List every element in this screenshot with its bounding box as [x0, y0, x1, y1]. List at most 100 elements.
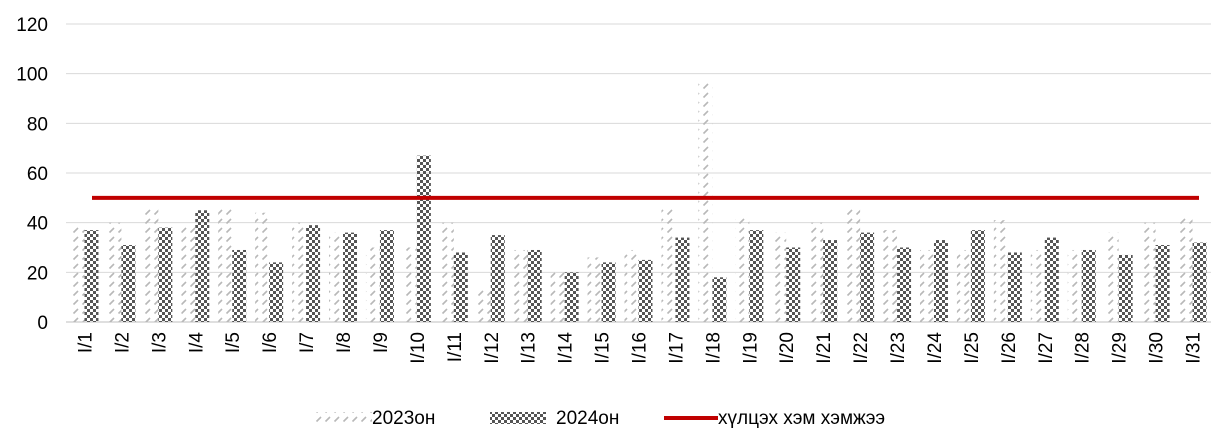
bar-2023: [919, 249, 934, 322]
bar-2024: [933, 240, 948, 322]
x-tick-label: I/18: [703, 332, 724, 364]
bar-2023: [402, 247, 417, 322]
y-tick-label: 0: [37, 313, 48, 334]
x-tick-label: I/23: [888, 332, 909, 364]
x-tick-label: I/15: [593, 332, 614, 364]
bar-2023: [476, 289, 491, 322]
y-tick-label: 120: [16, 15, 48, 36]
legend-label-2023: 2023он: [372, 408, 435, 429]
bar-2024: [379, 230, 394, 322]
x-tick-label: I/17: [666, 332, 687, 364]
bar-2023: [255, 212, 270, 322]
bar-2024: [564, 272, 579, 322]
bar-2023: [883, 230, 898, 322]
bar-2024: [749, 230, 764, 322]
bar-2023: [1067, 249, 1082, 322]
bar-2024: [195, 210, 210, 322]
bar-2024: [1192, 242, 1207, 322]
bar-2023: [218, 207, 233, 322]
legend-label-2024: 2024он: [556, 408, 619, 429]
bar-2024: [158, 227, 173, 322]
bar-2023: [1178, 217, 1193, 322]
bar-2023: [956, 249, 971, 322]
bar-2023: [365, 247, 380, 322]
bar-2023: [550, 272, 565, 322]
bar-2024: [527, 249, 542, 322]
x-tick-label: I/16: [630, 332, 651, 364]
x-tick-label: I/24: [925, 332, 946, 364]
x-tick-label: I/2: [112, 332, 133, 353]
x-tick-label: I/7: [297, 332, 318, 353]
bar-2024: [121, 245, 136, 322]
bar-2023: [698, 81, 713, 322]
x-axis-ticks: I/1 I/2 I/3 I/4 I/5 I/6 I/7 I/8 I/9 I/10 I/11 I/12 I…: [75, 332, 1204, 364]
bar-2024: [343, 232, 358, 322]
x-tick-label: I/8: [334, 332, 355, 353]
y-tick-label: 20: [27, 263, 48, 284]
x-tick-label: I/26: [999, 332, 1020, 364]
y-tick-label: 60: [27, 164, 48, 185]
x-tick-label: I/5: [223, 332, 244, 353]
x-tick-label: I/11: [445, 332, 466, 362]
bar-2023: [107, 222, 122, 322]
x-tick-label: I/19: [740, 332, 761, 364]
x-tick-label: I/31: [1184, 332, 1205, 364]
y-tick-label: 100: [16, 65, 48, 86]
bar-2023: [513, 249, 528, 322]
x-tick-label: I/13: [519, 332, 540, 364]
x-tick-label: I/3: [149, 332, 170, 353]
bar-2023: [329, 232, 344, 322]
legend-swatch-2023: [316, 412, 372, 424]
bar-2023: [735, 217, 750, 322]
bar-2023: [70, 225, 85, 322]
x-tick-label: I/4: [186, 332, 207, 354]
x-tick-label: I/9: [371, 332, 392, 353]
bar-2024: [453, 252, 468, 322]
bar-2024: [970, 230, 985, 322]
bar-2023: [993, 220, 1008, 322]
x-tick-label: I/10: [408, 332, 429, 364]
bar-2023: [144, 207, 159, 322]
y-tick-label: 40: [27, 214, 48, 235]
y-tick-label: 80: [27, 114, 48, 135]
bar-2024: [712, 277, 727, 322]
bar-2023: [661, 207, 676, 322]
bar-2023: [1030, 249, 1045, 322]
bar-2023: [587, 257, 602, 322]
x-tick-label: I/28: [1073, 332, 1094, 364]
bar-2024: [1007, 252, 1022, 322]
x-tick-label: I/20: [777, 332, 798, 364]
bar-2024: [269, 262, 284, 322]
bar-2024: [823, 240, 838, 322]
bar-2023: [439, 222, 454, 322]
x-tick-label: I/6: [260, 332, 281, 353]
bar-2024: [84, 230, 99, 322]
bar-2024: [1155, 245, 1170, 322]
bar-2024: [490, 235, 505, 322]
x-tick-label: I/22: [851, 332, 872, 364]
bar-2024: [897, 247, 912, 322]
bar-2024: [306, 225, 321, 322]
x-tick-label: I/21: [814, 332, 835, 364]
bar-2023: [181, 225, 196, 322]
y-axis-ticks: 0 20 40 60 80 100 120: [16, 15, 48, 334]
x-tick-label: I/29: [1110, 332, 1131, 364]
bar-2024: [638, 259, 653, 322]
bar-2024: [1081, 249, 1096, 322]
bar-2024: [786, 247, 801, 322]
bar-2024: [675, 237, 690, 322]
bar-2023: [772, 232, 787, 322]
bar-2024: [1044, 237, 1059, 322]
x-tick-label: I/27: [1036, 332, 1057, 364]
bar-2023: [1104, 232, 1119, 322]
x-tick-label: I/25: [962, 332, 983, 364]
bar-2023: [809, 222, 824, 322]
bar-2023: [624, 249, 639, 322]
bar-2023: [846, 207, 861, 322]
bar-2024: [232, 249, 247, 322]
bar-2023: [292, 222, 307, 322]
legend-swatch-2024: [490, 412, 546, 424]
bar-2023: [1141, 222, 1156, 322]
bar-2024: [860, 232, 875, 322]
